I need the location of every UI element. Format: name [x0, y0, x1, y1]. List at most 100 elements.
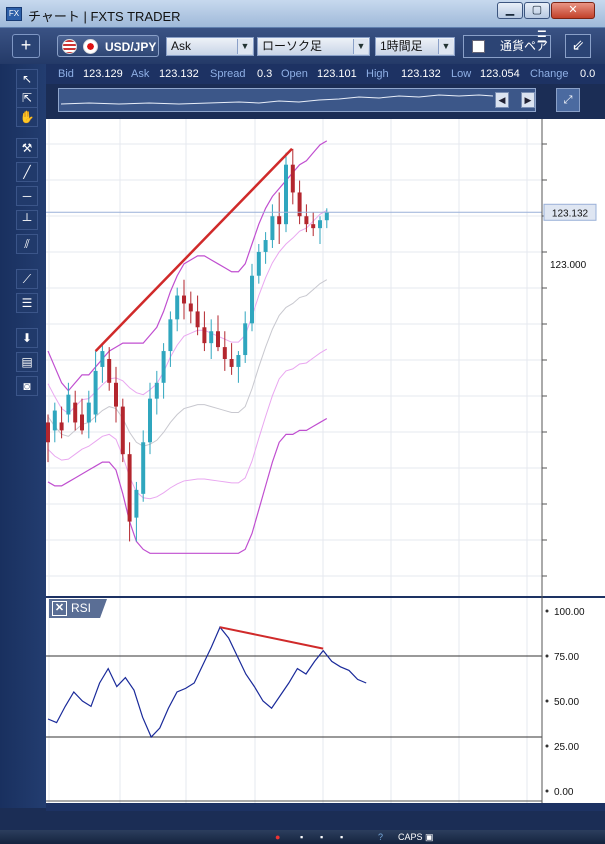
candle-body: [222, 347, 227, 359]
undock-button[interactable]: ⇙: [565, 34, 591, 58]
pointer-icon[interactable]: ↖: [16, 69, 38, 89]
fibonacci-retracement-icon[interactable]: ☰: [16, 293, 38, 313]
window-title: チャート | FXTS TRADER: [28, 9, 181, 24]
candle-body: [161, 351, 166, 383]
rsi-trend-line: [219, 626, 324, 650]
hammer-icon[interactable]: ⚒: [16, 138, 38, 158]
candle-body: [127, 454, 132, 522]
navigator-left-arrow[interactable]: ◀: [495, 92, 509, 108]
current-price-label: 123.132: [552, 208, 589, 219]
rsi-tick-label: 75.00: [554, 652, 579, 663]
chart-toolbar: + USD/JPY Ask ▼ ローソク足 ▼ 1時間足 ▼ 通貨ペア ▔ ▔ ▔ …: [0, 28, 605, 64]
candle-body: [229, 359, 234, 367]
menu-icon[interactable]: ▔ ▔ ▔: [538, 32, 546, 53]
bollinger-upper-line: [47, 140, 328, 392]
currency-panel-toggle[interactable]: 通貨ペア: [463, 35, 551, 58]
candle-body: [120, 406, 125, 455]
chevron-down-icon: ▼: [438, 39, 453, 54]
rsi-indicator-tag[interactable]: ✕ RSI: [49, 599, 107, 618]
candle-body: [304, 216, 309, 225]
candle-body: [277, 216, 282, 225]
fibonacci-fan-icon[interactable]: ⟋: [16, 269, 38, 289]
vertical-line-icon[interactable]: ┴: [16, 210, 38, 230]
close-icon: ✕: [568, 4, 578, 16]
chart-scrollbar[interactable]: [46, 803, 605, 811]
hand-icon[interactable]: ✋: [16, 107, 38, 127]
candle-body: [270, 216, 275, 241]
list-icon[interactable]: ▤: [16, 352, 38, 372]
candle-body: [318, 220, 322, 229]
candle-body: [243, 323, 248, 356]
tray-icon-1: ▪: [300, 832, 304, 842]
rsi-label: RSI: [71, 601, 92, 615]
minimize-button[interactable]: ▁: [497, 2, 523, 19]
spread-value: 0.3: [257, 68, 273, 80]
candle-body: [80, 414, 84, 431]
tray-icon-2: ▪: [320, 832, 324, 842]
rsi-tick-dot: [545, 699, 549, 703]
navigator-right-arrow[interactable]: ▶: [521, 92, 535, 108]
price-type-value: Ask: [171, 39, 192, 53]
bollinger-lower-line: [47, 417, 328, 554]
rsi-tick-label: 50.00: [554, 697, 579, 708]
spread-label: Spread: [210, 68, 246, 80]
candle-body: [236, 355, 241, 367]
tray-icon-4: ▣: [425, 832, 434, 842]
rsi-close-button[interactable]: ✕: [52, 601, 67, 616]
candle-body: [148, 398, 152, 443]
chart-area[interactable]: 123.132123.000100.0075.0050.0025.000.007…: [46, 119, 605, 805]
camera-icon[interactable]: ◙: [16, 376, 38, 396]
candle-body: [202, 327, 207, 344]
trend-line-icon[interactable]: ╱: [16, 162, 38, 182]
maximize-button[interactable]: ▢: [524, 2, 550, 19]
change-label: Change: [530, 68, 569, 80]
bid-label: Bid: [58, 68, 74, 80]
candle-body: [188, 303, 193, 312]
low-label: Low: [451, 68, 472, 80]
timeframe-select[interactable]: 1時間足 ▼: [375, 37, 455, 56]
close-button[interactable]: ✕: [551, 2, 595, 19]
close-icon: ✕: [54, 602, 65, 614]
crosshair-pointer-icon[interactable]: ⇱: [16, 88, 38, 108]
undock-arrow-icon: ⇙: [571, 37, 585, 54]
price-chart-svg[interactable]: 123.132123.000100.0075.0050.0025.000.007…: [46, 119, 605, 805]
trend-lines: [94, 147, 293, 352]
rsi-tick-dot: [545, 654, 549, 658]
add-chart-button[interactable]: +: [12, 34, 40, 58]
caps-indicator: CAPS: [398, 832, 423, 842]
candle-body: [86, 402, 91, 423]
horizontal-line-icon[interactable]: ─: [16, 186, 38, 206]
candle-body: [324, 212, 329, 221]
tray-icon-3: ▪: [340, 832, 344, 842]
candle-body: [195, 311, 200, 328]
candle-body: [175, 295, 180, 320]
candle-body: [256, 251, 261, 276]
candle-body: [141, 442, 146, 494]
currency-pair-button[interactable]: USD/JPY: [57, 35, 159, 57]
candle-body: [100, 351, 105, 367]
candle-body: [46, 422, 50, 443]
us-flag-icon: [62, 39, 77, 54]
navigator-sparkline: [60, 94, 494, 105]
candles: [46, 148, 542, 542]
price-type-select[interactable]: Ask ▼: [166, 37, 254, 56]
chart-type-value: ローソク足: [262, 39, 323, 53]
rsi-tick-label: 25.00: [554, 742, 579, 753]
zoom-icon: ⤢: [563, 94, 573, 106]
bid-value: 123.129: [83, 68, 123, 80]
chart-navigator[interactable]: ◀ ▶: [58, 88, 536, 112]
alert-icon: ●: [275, 832, 281, 842]
zoom-button[interactable]: ⤢: [556, 88, 580, 112]
rsi-line: [47, 626, 367, 739]
quote-bar: Bid 123.129 Ask 123.132 Spread 0.3 Open …: [46, 64, 605, 84]
ask-label: Ask: [131, 68, 150, 80]
chart-type-select[interactable]: ローソク足 ▼: [257, 37, 370, 56]
currency-panel-checkbox[interactable]: [472, 40, 485, 53]
parallel-lines-icon[interactable]: ⫽: [16, 234, 38, 254]
rsi-tick-label: 0.00: [554, 787, 574, 798]
candle-body: [311, 224, 316, 229]
candle-body: [73, 402, 78, 423]
arrow-down-icon[interactable]: ⬇: [16, 328, 38, 348]
rsi-tick-label: 100.00: [554, 607, 585, 618]
current-price-box: [543, 203, 597, 221]
